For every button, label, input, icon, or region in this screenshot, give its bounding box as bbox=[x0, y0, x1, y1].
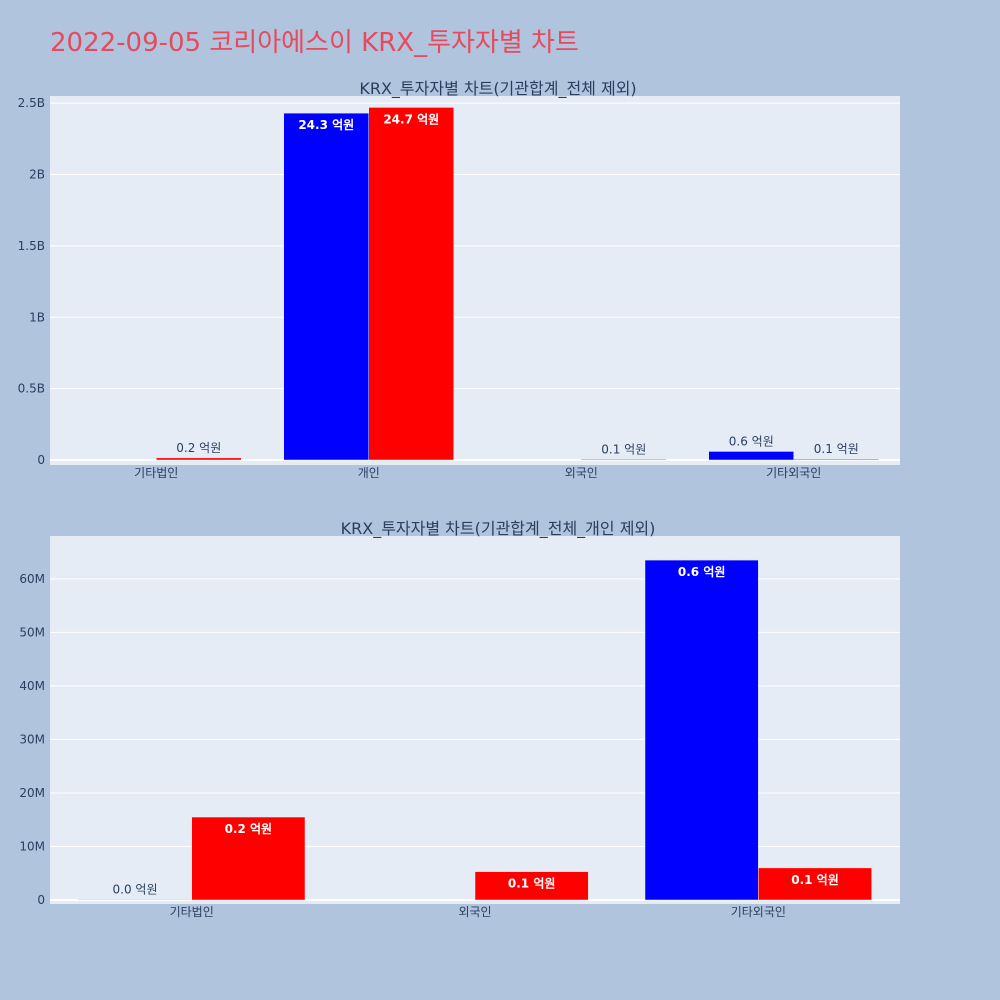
data-label: 0.6 억원 bbox=[729, 434, 774, 448]
data-label: 0.1 억원 bbox=[508, 877, 556, 891]
chart-2: 0 10M 20M 30M 40M 50M 60M KRX_투자자별 차트(기관합계_전체_개… bbox=[19, 519, 900, 919]
chart-1: 0 0.5B 1B 1.5B 2B 2.5B KRX_투자자별 차트(기관합계_전체 제외)… bbox=[18, 79, 900, 480]
bar bbox=[78, 899, 192, 901]
chart-title: KRX_투자자별 차트(기관합계_전체 제외) bbox=[359, 79, 636, 99]
y-tick-label: 1.5B bbox=[18, 239, 45, 253]
x-tick-label: 기타외국인 bbox=[731, 905, 786, 919]
y-tick-label: 60M bbox=[19, 572, 45, 586]
bar bbox=[581, 459, 667, 461]
x-tick-label: 외국인 bbox=[565, 466, 598, 480]
data-label: 0.6 억원 bbox=[678, 565, 726, 579]
y-tick-label: 0 bbox=[37, 893, 45, 907]
bar bbox=[758, 867, 872, 901]
x-tick-label: 외국인 bbox=[458, 905, 491, 919]
data-label: 0.1 억원 bbox=[601, 442, 646, 456]
page-title: 2022-09-05 코리아에스이 KRX_투자자별 차트 bbox=[50, 28, 579, 58]
bar bbox=[283, 112, 369, 461]
data-label: 24.7 억원 bbox=[383, 112, 439, 126]
plot-area bbox=[50, 96, 900, 465]
bar bbox=[191, 816, 306, 901]
bar bbox=[368, 107, 454, 461]
x-tick-label: 개인 bbox=[358, 466, 380, 480]
y-tick-label: 0 bbox=[37, 453, 45, 467]
chart-title: KRX_투자자별 차트(기관합계_전체_개인 제외) bbox=[341, 519, 656, 539]
y-tick-label: 2B bbox=[29, 168, 45, 182]
bar bbox=[474, 871, 589, 901]
x-tick-label: 기타외국인 bbox=[766, 466, 821, 480]
x-tick-label: 기타법인 bbox=[170, 905, 214, 919]
y-tick-label: 50M bbox=[19, 625, 45, 639]
x-tick-label: 기타법인 bbox=[134, 466, 178, 480]
bar bbox=[644, 559, 759, 901]
data-label: 24.3 억원 bbox=[298, 118, 354, 132]
bar bbox=[156, 457, 242, 461]
y-tick-label: 30M bbox=[19, 732, 45, 746]
bar bbox=[793, 458, 879, 461]
plot-area bbox=[50, 536, 900, 904]
bar bbox=[708, 451, 794, 461]
y-tick-label: 1B bbox=[29, 310, 45, 324]
y-tick-label: 0.5B bbox=[18, 382, 45, 396]
y-tick-label: 10M bbox=[19, 839, 45, 853]
data-label: 0.1 억원 bbox=[791, 873, 839, 887]
y-tick-label: 2.5B bbox=[18, 96, 45, 110]
y-tick-label: 40M bbox=[19, 679, 45, 693]
data-label: 0.0 억원 bbox=[113, 882, 158, 896]
data-label: 0.2 억원 bbox=[176, 441, 221, 455]
y-tick-label: 20M bbox=[19, 786, 45, 800]
data-label: 0.1 억원 bbox=[814, 442, 859, 456]
data-label: 0.2 억원 bbox=[225, 822, 273, 836]
